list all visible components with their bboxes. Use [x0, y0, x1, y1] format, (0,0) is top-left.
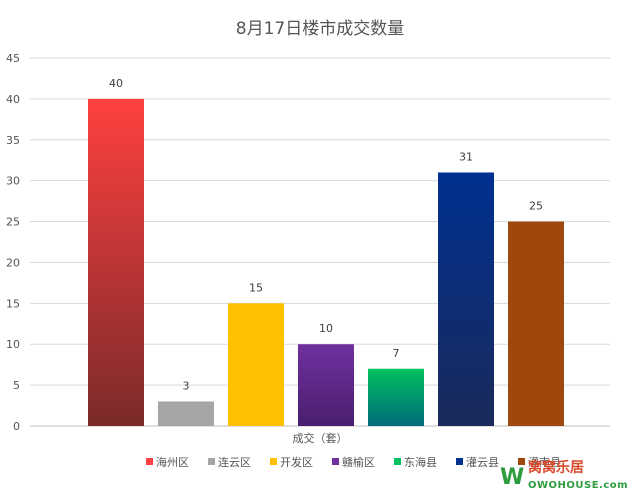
bars: [88, 98, 564, 426]
watermark-logo-letter: W: [500, 465, 524, 490]
legend-label-灌南县: 灌南县: [528, 456, 561, 469]
chart-title: 8月17日楼市成交数量: [236, 19, 404, 39]
bar-赣榆区: [298, 344, 354, 426]
legend-swatch-灌南县: [518, 458, 525, 465]
data-labels: 40 3 15 10 7 31 25: [109, 77, 543, 393]
legend-swatch-开发区: [270, 458, 277, 465]
bar-灌云县: [438, 172, 494, 426]
y-axis-ticks: 0 5 10 15 20 25 30 35 40 45: [6, 52, 20, 433]
bar-灌南县: [508, 221, 564, 426]
y-tick-label: 40: [6, 93, 20, 106]
data-label-灌云县: 31: [459, 150, 473, 163]
watermark-brand-en: OWOHOUSE.com: [528, 480, 628, 491]
x-axis-label: 成交（套）: [293, 431, 348, 445]
watermark-brand-cn: 窝窝乐居: [528, 459, 584, 476]
y-tick-label: 35: [6, 134, 20, 147]
legend-label-东海县: 东海县: [404, 455, 437, 469]
brand-watermark: W 窝窝乐居 OWOHOUSE.com: [500, 459, 628, 491]
y-tick-label: 20: [6, 256, 20, 269]
y-tick-label: 5: [13, 379, 20, 392]
bar-连云区: [158, 401, 214, 426]
y-tick-label: 10: [6, 338, 20, 351]
y-tick-label: 25: [6, 216, 20, 229]
data-label-海州区: 40: [109, 77, 123, 90]
y-tick-label: 45: [6, 52, 20, 65]
data-label-连云区: 3: [183, 379, 190, 392]
data-label-赣榆区: 10: [319, 322, 333, 335]
bar-海州区: [88, 98, 144, 426]
data-label-灌南县: 25: [529, 200, 543, 213]
data-label-东海县: 7: [393, 347, 400, 360]
legend-label-开发区: 开发区: [280, 455, 313, 469]
legend-swatch-赣榆区: [332, 458, 339, 465]
legend-swatch-海州区: [146, 458, 153, 465]
legend-swatch-东海县: [394, 458, 401, 465]
legend: 海州区 连云区 开发区 赣榆区 东海县 灌云县 灌南县: [146, 455, 561, 469]
legend-label-灌云县: 灌云县: [466, 456, 499, 469]
bar-开发区: [228, 303, 284, 426]
data-label-开发区: 15: [249, 281, 263, 294]
legend-label-连云区: 连云区: [218, 456, 251, 469]
y-tick-label: 15: [6, 297, 20, 310]
legend-swatch-连云区: [208, 458, 215, 465]
bar-东海县: [368, 368, 424, 426]
legend-label-赣榆区: 赣榆区: [342, 455, 375, 469]
legend-swatch-灌云县: [456, 458, 463, 465]
y-tick-label: 30: [6, 175, 20, 188]
y-tick-label: 0: [13, 420, 20, 433]
legend-label-海州区: 海州区: [156, 455, 189, 469]
